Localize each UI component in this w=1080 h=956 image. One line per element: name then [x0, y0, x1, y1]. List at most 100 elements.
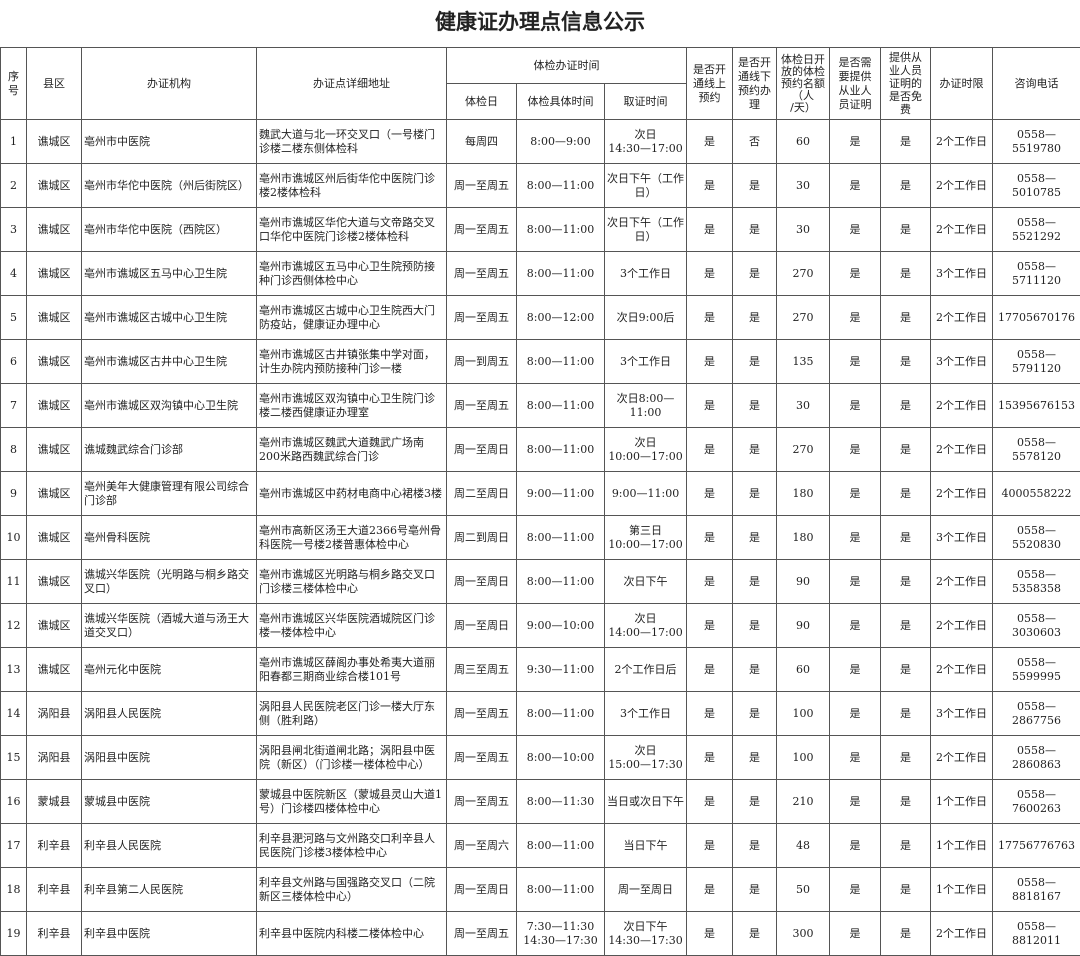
cell-quota: 180	[777, 516, 830, 560]
cell-no: 16	[1, 780, 27, 824]
cell-offline: 否	[733, 120, 777, 164]
cell-online: 是	[687, 648, 733, 692]
cell-no: 12	[1, 604, 27, 648]
cell-limit: 3个工作日	[931, 692, 993, 736]
cell-limit: 2个工作日	[931, 912, 993, 956]
cell-no: 8	[1, 428, 27, 472]
cell-pickup: 第三日 10:00—17:00	[605, 516, 687, 560]
cell-pickup: 9:00—11:00	[605, 472, 687, 516]
cell-org: 亳州美年大健康管理有限公司综合门诊部	[82, 472, 257, 516]
cell-day: 周一至周五	[447, 252, 517, 296]
cell-offline: 是	[733, 428, 777, 472]
cell-address: 涡阳县闸北街道闸北路；涡阳县中医院（新区）（门诊楼一楼体检中心）	[257, 736, 447, 780]
cell-county: 谯城区	[27, 604, 82, 648]
header-free: 提供从 业人员 证明的 是否免 费	[881, 48, 931, 120]
cell-address: 利辛县文州路与国强路交叉口（二院新区三楼体检中心）	[257, 868, 447, 912]
cell-online: 是	[687, 164, 733, 208]
cell-need-proof: 是	[830, 692, 881, 736]
cell-quota: 48	[777, 824, 830, 868]
cell-county: 涡阳县	[27, 692, 82, 736]
cell-online: 是	[687, 208, 733, 252]
cell-day: 周一至周五	[447, 912, 517, 956]
cell-day: 周一至周六	[447, 824, 517, 868]
header-offline: 是否开 通线下 预约办 理	[733, 48, 777, 120]
cell-phone: 0558—2867756	[993, 692, 1080, 736]
cell-day: 周一至周五	[447, 736, 517, 780]
cell-address: 魏武大道与北一环交叉口（一号楼门诊楼二楼东侧体检科	[257, 120, 447, 164]
cell-pickup: 3个工作日	[605, 340, 687, 384]
cell-online: 是	[687, 604, 733, 648]
cell-quota: 270	[777, 428, 830, 472]
cell-time: 8:00—11:00	[517, 692, 605, 736]
cell-quota: 60	[777, 648, 830, 692]
cell-limit: 1个工作日	[931, 824, 993, 868]
cell-county: 谯城区	[27, 428, 82, 472]
cell-limit: 2个工作日	[931, 164, 993, 208]
cell-county: 谯城区	[27, 120, 82, 164]
cell-pickup: 当日下午	[605, 824, 687, 868]
cell-online: 是	[687, 472, 733, 516]
cell-no: 19	[1, 912, 27, 956]
cell-address: 蒙城县中医院新区（蒙城县灵山大道1号）门诊楼四楼体检中心	[257, 780, 447, 824]
cell-need-proof: 是	[830, 120, 881, 164]
cell-limit: 2个工作日	[931, 428, 993, 472]
cell-day: 周二至周日	[447, 472, 517, 516]
cell-need-proof: 是	[830, 208, 881, 252]
cell-org: 蒙城县中医院	[82, 780, 257, 824]
cell-pickup: 次日下午（工作日）	[605, 208, 687, 252]
cell-phone: 15395676153	[993, 384, 1080, 428]
cell-free: 是	[881, 296, 931, 340]
header-address: 办证点详细地址	[257, 48, 447, 120]
cell-time: 8:00—11:00	[517, 384, 605, 428]
cell-limit: 2个工作日	[931, 736, 993, 780]
cell-address: 亳州市谯城区光明路与桐乡路交叉口门诊楼三楼体检中心	[257, 560, 447, 604]
cell-free: 是	[881, 560, 931, 604]
cell-online: 是	[687, 296, 733, 340]
cell-day: 周一至周日	[447, 428, 517, 472]
cell-limit: 2个工作日	[931, 208, 993, 252]
cell-online: 是	[687, 692, 733, 736]
cell-pickup: 次日9:00后	[605, 296, 687, 340]
cell-quota: 300	[777, 912, 830, 956]
cell-quota: 30	[777, 164, 830, 208]
cell-county: 谯城区	[27, 252, 82, 296]
cell-org: 亳州市谯城区五马中心卫生院	[82, 252, 257, 296]
cell-need-proof: 是	[830, 604, 881, 648]
cell-no: 5	[1, 296, 27, 340]
cell-pickup: 当日或次日下午	[605, 780, 687, 824]
cell-county: 蒙城县	[27, 780, 82, 824]
cell-free: 是	[881, 120, 931, 164]
cell-time: 8:00—9:00	[517, 120, 605, 164]
cell-county: 谯城区	[27, 472, 82, 516]
cell-time: 8:00—11:00	[517, 340, 605, 384]
cell-limit: 2个工作日	[931, 120, 993, 164]
cell-offline: 是	[733, 604, 777, 648]
cell-phone: 0558—8818167	[993, 868, 1080, 912]
info-table: 序 号 县区 办证机构 办证点详细地址 体检办证时间 是否开 通线上 预约 是否…	[0, 47, 1080, 956]
cell-phone: 0558—5521292	[993, 208, 1080, 252]
cell-online: 是	[687, 824, 733, 868]
cell-quota: 270	[777, 296, 830, 340]
cell-county: 利辛县	[27, 868, 82, 912]
header-phone: 咨询电话	[993, 48, 1080, 120]
cell-county: 利辛县	[27, 824, 82, 868]
cell-free: 是	[881, 384, 931, 428]
cell-address: 亳州市谯城区魏武大道魏武广场南200米路西魏武综合门诊	[257, 428, 447, 472]
header-online: 是否开 通线上 预约	[687, 48, 733, 120]
cell-pickup: 3个工作日	[605, 692, 687, 736]
cell-no: 3	[1, 208, 27, 252]
cell-org: 涡阳县人民医院	[82, 692, 257, 736]
cell-free: 是	[881, 692, 931, 736]
cell-county: 谯城区	[27, 516, 82, 560]
cell-org: 利辛县第二人民医院	[82, 868, 257, 912]
cell-address: 利辛县中医院内科楼二楼体检中心	[257, 912, 447, 956]
cell-free: 是	[881, 472, 931, 516]
cell-day: 周一至周五	[447, 296, 517, 340]
header-pickup: 取证时间	[605, 84, 687, 120]
cell-quota: 270	[777, 252, 830, 296]
cell-day: 周一至周日	[447, 560, 517, 604]
cell-quota: 90	[777, 560, 830, 604]
